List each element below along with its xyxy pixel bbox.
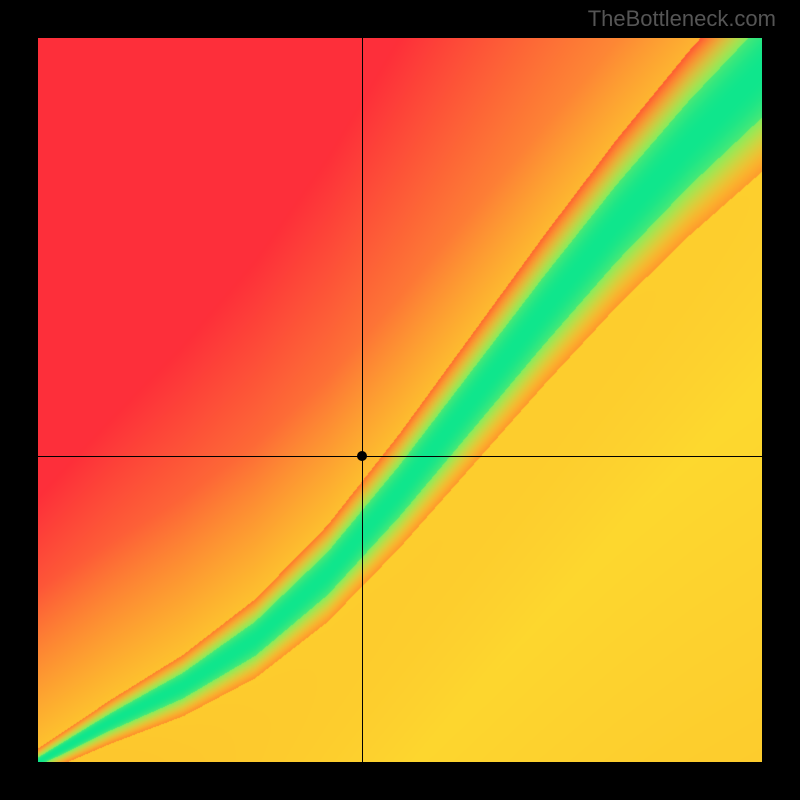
crosshair-marker [357, 451, 367, 461]
heatmap-canvas [38, 38, 762, 762]
crosshair-vertical [362, 38, 363, 762]
watermark-text: TheBottleneck.com [588, 6, 776, 32]
heatmap-plot [38, 38, 762, 762]
crosshair-horizontal [38, 456, 762, 457]
chart-frame: TheBottleneck.com [0, 0, 800, 800]
